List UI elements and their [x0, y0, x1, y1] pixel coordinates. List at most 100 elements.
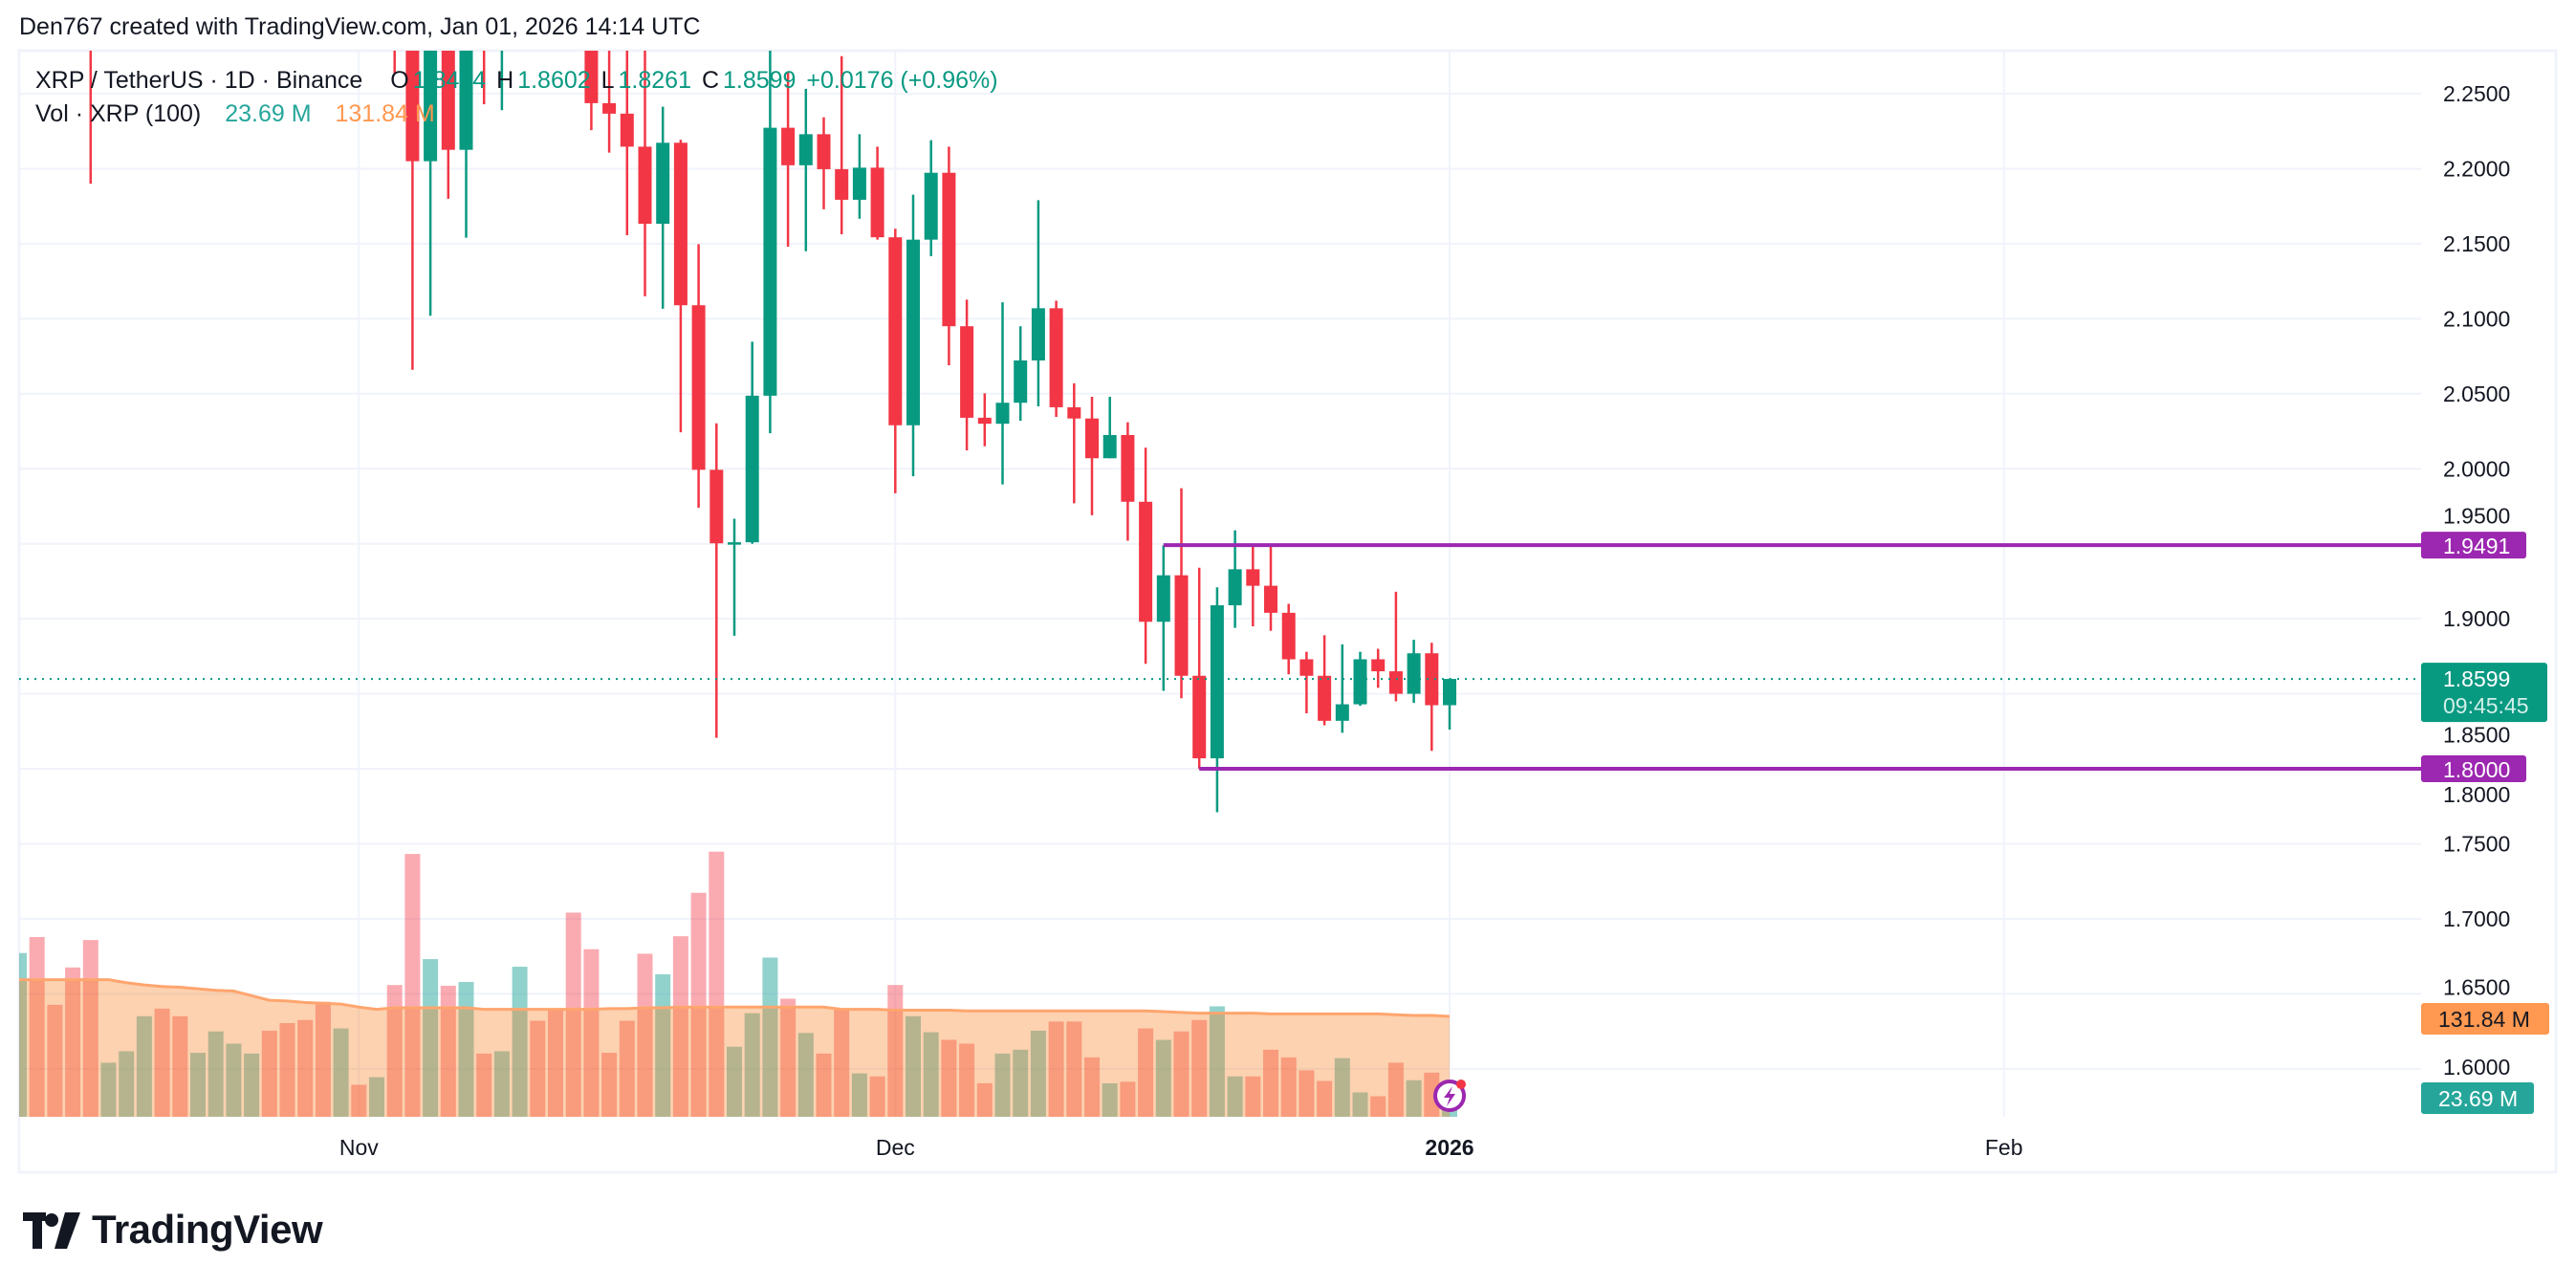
volume-bar — [1155, 1039, 1171, 1117]
price-tick-label: 2.2500 — [2443, 81, 2510, 106]
candle — [1318, 635, 1332, 726]
candle-body — [584, 51, 599, 103]
volume-bar — [601, 1053, 618, 1117]
attribution-text: Den767 created with TradingView.com, Jan… — [19, 13, 701, 40]
volume-title[interactable]: Vol · XRP (100) — [35, 100, 202, 127]
volume-bar — [690, 892, 707, 1117]
candle-body — [960, 326, 974, 418]
grid — [19, 51, 2421, 1117]
volume-bar — [1334, 1058, 1350, 1117]
candle-body — [1228, 569, 1242, 606]
candle — [745, 341, 759, 544]
candle — [1353, 651, 1367, 707]
horizontal-levels[interactable] — [1163, 543, 2421, 772]
time-axis[interactable]: Nov Dec 2026 Feb — [339, 1135, 2023, 1160]
candle-body — [691, 305, 706, 470]
volume-bar — [82, 940, 98, 1117]
volume-bar — [1191, 1019, 1208, 1117]
volume-bar — [65, 967, 81, 1117]
high-value: 1.8602 — [517, 67, 591, 94]
candle-body — [1085, 418, 1099, 459]
volume-bar — [47, 1004, 63, 1117]
candle — [638, 51, 652, 296]
open-value: 1.8424 — [412, 67, 487, 94]
volume-legend: Vol · XRP (100) 23.69 M 131.84 M — [35, 100, 439, 128]
volume-bar — [19, 952, 27, 1117]
volume-bar — [869, 1076, 885, 1117]
current-price-badge — [2421, 663, 2547, 723]
candle — [942, 146, 956, 365]
volume-bar — [512, 967, 528, 1117]
volume-bar — [1013, 1049, 1029, 1117]
close-value: 1.8599 — [723, 67, 797, 94]
level-price-badge — [2421, 755, 2526, 783]
candle-body — [728, 542, 741, 545]
candle-body — [1014, 360, 1028, 404]
candle-body — [798, 134, 813, 165]
candle-body — [1049, 308, 1063, 407]
volume-ma-badge-label: 131.84 M — [2438, 1007, 2530, 1032]
candle — [798, 88, 813, 251]
volume-bar — [244, 1053, 260, 1117]
volume-bar — [1406, 1080, 1422, 1117]
candle — [781, 71, 796, 248]
price-tick-label: 2.2000 — [2443, 156, 2510, 181]
candle-body — [942, 172, 956, 327]
volume-bar — [1280, 1057, 1297, 1117]
candle — [1388, 591, 1403, 702]
close-label: C — [701, 67, 719, 94]
candle — [1121, 422, 1135, 541]
lightning-bolt-icon[interactable] — [1433, 1080, 1466, 1112]
candle-body — [1299, 659, 1314, 676]
price-tick-label: 2.0500 — [2443, 382, 2510, 406]
volume-bar — [744, 1013, 760, 1117]
time-tick-label: Dec — [876, 1135, 915, 1160]
candle-body — [441, 51, 455, 150]
volume-bar — [261, 1030, 277, 1117]
candle — [1067, 382, 1081, 504]
volume-bar — [1227, 1076, 1243, 1117]
volume-bar — [959, 1043, 975, 1117]
volume-bar — [1102, 1082, 1118, 1117]
candle-body — [906, 239, 920, 425]
candle — [602, 51, 617, 153]
volume-bar — [762, 957, 778, 1117]
chart-frame — [17, 49, 2558, 1174]
candle — [960, 299, 974, 450]
candle-body — [709, 469, 724, 544]
candle-body — [1210, 605, 1224, 759]
volume-bar — [780, 998, 797, 1117]
candle — [459, 51, 473, 238]
candle — [763, 51, 777, 434]
candle — [835, 55, 849, 235]
tradingview-logo[interactable]: TradingView — [23, 1207, 323, 1253]
current-price-label: 1.8599 — [2443, 666, 2510, 691]
price-tick-label: 1.7500 — [2443, 832, 2510, 857]
low-label: L — [600, 67, 615, 94]
volume-bar — [887, 985, 904, 1117]
volume-bar — [404, 854, 421, 1117]
tradingview-logo-icon — [23, 1212, 80, 1249]
volume-bar — [816, 1053, 832, 1117]
candle-body — [835, 168, 849, 200]
symbol-title[interactable]: XRP / TetherUS · 1D · Binance — [35, 67, 363, 94]
candle-body — [673, 142, 688, 306]
candle — [1031, 200, 1045, 406]
volume-value: 23.69 M — [225, 100, 312, 127]
volume-bar — [637, 953, 653, 1117]
candle — [888, 229, 903, 493]
candle-body — [638, 146, 652, 225]
volume-bar — [136, 1015, 152, 1117]
volume-bar — [834, 1009, 850, 1117]
volume-bar — [1120, 1081, 1136, 1117]
candle — [691, 244, 706, 509]
candle-body — [1067, 406, 1081, 419]
candle-body — [424, 51, 438, 162]
volume-bar — [351, 1084, 367, 1117]
time-tick-label: Nov — [339, 1135, 379, 1160]
logo-text: TradingView — [92, 1207, 323, 1252]
countdown-label: 09:45:45 — [2443, 693, 2529, 718]
candle — [1102, 396, 1117, 459]
